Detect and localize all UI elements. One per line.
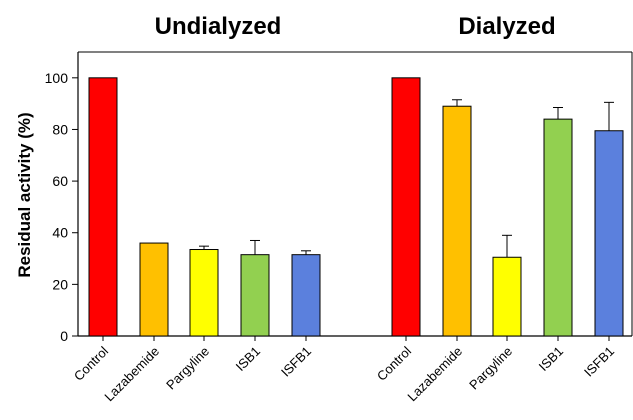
x-tick-label-lazabemide-dialyzed: Lazabemide bbox=[404, 344, 465, 405]
x-tick-label-isb1-dialyzed: ISB1 bbox=[536, 344, 567, 375]
bar-isfb1-dialyzed bbox=[594, 130, 624, 337]
y-tick-label-40: 40 bbox=[52, 225, 68, 241]
bar-isb1-undialyzed bbox=[240, 254, 270, 337]
y-tick-label-60: 60 bbox=[52, 173, 68, 189]
x-tick-label-pargyline-dialyzed: Pargyline bbox=[466, 344, 515, 393]
y-tick-label-0: 0 bbox=[60, 328, 68, 344]
bar-isfb1-undialyzed bbox=[291, 254, 321, 337]
y-tick-label-80: 80 bbox=[52, 121, 68, 137]
x-tick-label-lazabemide-undialyzed: Lazabemide bbox=[101, 344, 162, 405]
group-title-dialyzed: Dialyzed bbox=[458, 13, 555, 40]
bar-lazabemide-dialyzed bbox=[442, 105, 472, 337]
y-axis-label: Residual activity (%) bbox=[15, 112, 34, 277]
bar-lazabemide-undialyzed bbox=[139, 242, 169, 337]
bar-control-dialyzed bbox=[391, 77, 421, 337]
group-title-undialyzed: Undialyzed bbox=[155, 13, 282, 40]
x-tick-label-isfb1-undialyzed: ISFB1 bbox=[278, 344, 314, 380]
x-tick-label-pargyline-undialyzed: Pargyline bbox=[163, 344, 212, 393]
x-tick-label-isb1-undialyzed: ISB1 bbox=[233, 344, 264, 375]
x-tick-label-control-dialyzed: Control bbox=[374, 343, 414, 383]
x-tick-label-control-undialyzed: Control bbox=[71, 343, 111, 383]
x-tick-label-isfb1-dialyzed: ISFB1 bbox=[581, 344, 617, 380]
bar-isb1-dialyzed bbox=[543, 118, 573, 337]
y-tick-label-20: 20 bbox=[52, 276, 68, 292]
bar-pargyline-undialyzed bbox=[189, 249, 219, 337]
y-tick-label-100: 100 bbox=[45, 70, 69, 86]
bar-pargyline-dialyzed bbox=[492, 256, 522, 337]
bar-control-undialyzed bbox=[88, 77, 118, 337]
